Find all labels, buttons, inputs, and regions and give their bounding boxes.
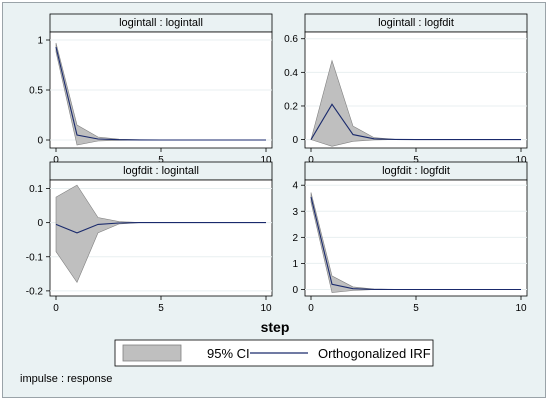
y-tick-label: 0	[37, 136, 43, 147]
irf-line	[55, 222, 266, 234]
y-tick-label: 2	[292, 233, 298, 244]
x-tick-label: 10	[260, 303, 272, 314]
irf-line	[55, 46, 266, 141]
legend: 95% CI Orthogonalized IRF	[114, 339, 434, 367]
x-tick-label: 10	[260, 155, 272, 166]
panel-logfdit-logintall: logfdit : logintall -0.2 -0.1 0 0.1 0 5 10	[26, 161, 273, 314]
legend-irf-label: Orthogonalized IRF	[318, 346, 431, 361]
y-tick-label: 3	[292, 207, 298, 218]
y-tick-label: 0	[292, 285, 298, 296]
y-tick-label: -0.1	[26, 252, 44, 263]
x-tick-label: 5	[158, 303, 164, 314]
x-tick-label: 0	[308, 155, 314, 166]
y-tick-label: 0.6	[284, 34, 298, 45]
plot-area	[304, 179, 528, 297]
y-tick-label: 0.1	[29, 184, 43, 195]
legend-ci-swatch	[122, 344, 182, 362]
panel-title: logfdit : logfdit	[382, 165, 450, 177]
panel-title: logfdit : logintall	[123, 165, 199, 177]
y-tick-label: 0.4	[284, 68, 298, 79]
x-tick-label: 0	[53, 155, 59, 166]
y-tick-label: -0.2	[26, 286, 44, 297]
y-tick-label: 1	[292, 259, 298, 270]
y-tick-label: 0.2	[284, 101, 298, 112]
panel-title: logintall : logfdit	[378, 17, 454, 29]
y-tick-label: 0	[37, 218, 43, 229]
legend-ci-label: 95% CI	[207, 346, 250, 361]
x-tick-label: 0	[53, 303, 59, 314]
x-tick-label: 0	[308, 303, 314, 314]
panel-logfdit-logfdit: logfdit : logfdit 0 1 2 3 4 0 5 10	[292, 161, 528, 314]
y-tick-label: 0	[292, 135, 298, 146]
x-tick-label: 5	[413, 155, 419, 166]
x-tick-label: 5	[158, 155, 164, 166]
irf-line	[310, 196, 521, 291]
irf-line	[310, 103, 521, 141]
x-tick-label: 5	[413, 303, 419, 314]
ci-band	[310, 59, 521, 147]
panel-title: logintall : logintall	[119, 17, 203, 29]
x-axis-label: step	[261, 319, 290, 335]
panel-logintall-logfdit: logintall : logfdit 0 0.2 0.4 0.6 0 5 10	[284, 13, 528, 166]
y-tick-label: 0.5	[29, 86, 43, 97]
plot-area	[304, 31, 528, 149]
figure-note: impulse : response	[20, 373, 112, 385]
y-tick-label: 4	[292, 181, 298, 192]
x-tick-label: 10	[515, 155, 527, 166]
x-tick-label: 10	[515, 303, 527, 314]
y-tick-label: 1	[37, 36, 43, 47]
